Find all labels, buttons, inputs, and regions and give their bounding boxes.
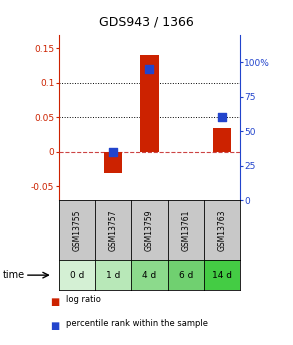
Text: 14 d: 14 d <box>212 270 232 280</box>
Text: GSM13759: GSM13759 <box>145 209 154 251</box>
Point <box>220 115 224 120</box>
Point <box>111 149 115 155</box>
Text: 1 d: 1 d <box>106 270 120 280</box>
Bar <box>104 152 122 172</box>
Bar <box>140 55 159 152</box>
Text: 0 d: 0 d <box>69 270 84 280</box>
Text: ■: ■ <box>50 297 59 307</box>
Text: 4 d: 4 d <box>142 270 156 280</box>
Text: ■: ■ <box>50 321 59 331</box>
Text: GSM13763: GSM13763 <box>218 209 226 251</box>
Point <box>147 66 152 72</box>
Bar <box>213 128 231 152</box>
Text: GDS943 / 1366: GDS943 / 1366 <box>99 16 194 29</box>
Text: GSM13757: GSM13757 <box>109 209 117 251</box>
Text: log ratio: log ratio <box>66 295 101 304</box>
Text: GSM13755: GSM13755 <box>72 209 81 251</box>
Text: time: time <box>3 270 25 280</box>
Text: percentile rank within the sample: percentile rank within the sample <box>66 319 208 328</box>
Text: GSM13761: GSM13761 <box>181 210 190 251</box>
Text: 6 d: 6 d <box>178 270 193 280</box>
